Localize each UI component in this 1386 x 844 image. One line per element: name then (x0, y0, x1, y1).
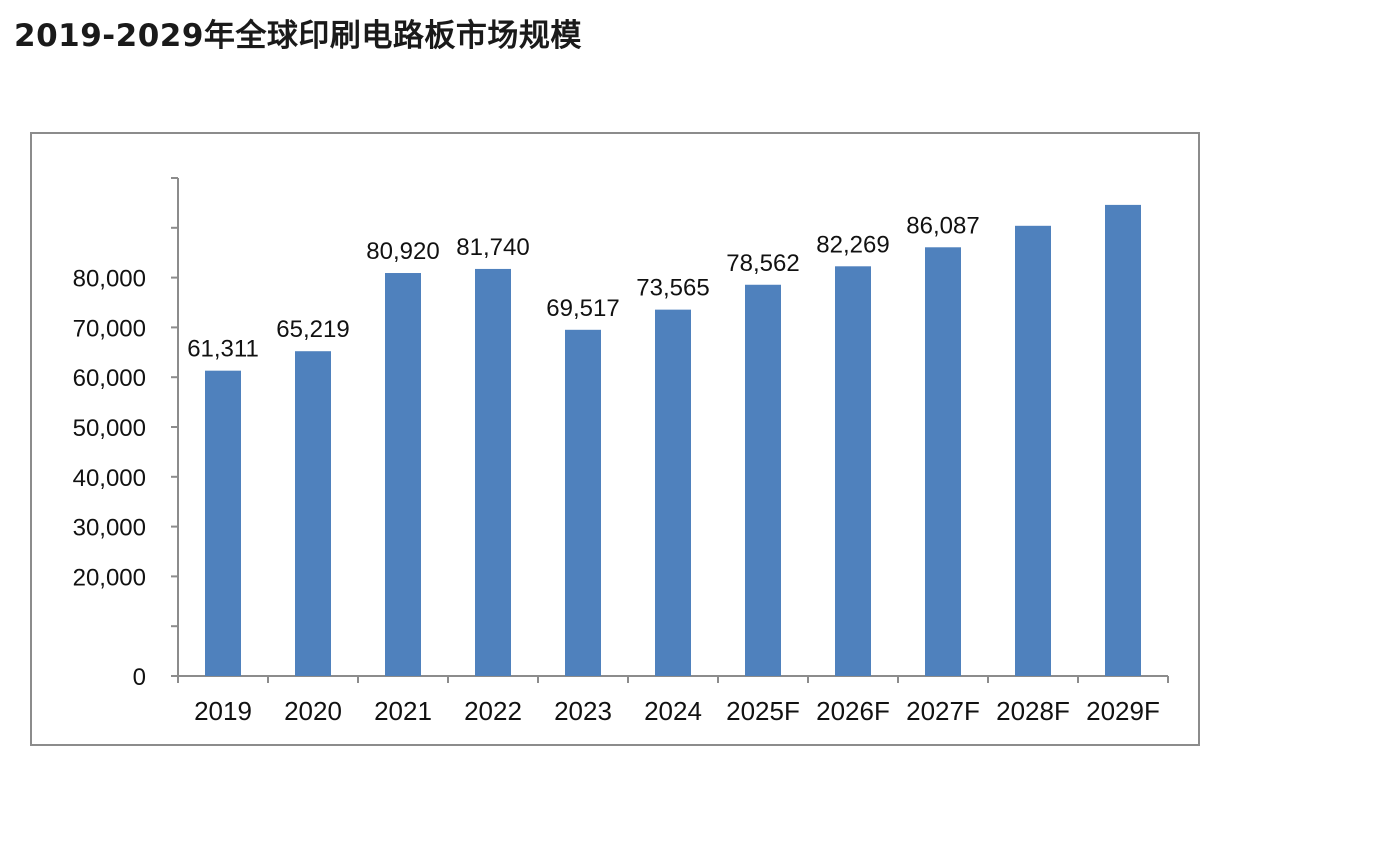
x-tick-label: 2019 (194, 696, 252, 726)
y-axis: 0 20,000 30,000 40,000 50,000 60,000 70,000 80,… (73, 177, 179, 691)
data-label: 80,920 (366, 238, 439, 265)
x-tick-label: 2029F (1086, 696, 1160, 726)
bar (1105, 204, 1141, 676)
page-title: 2019-2029年全球印刷电路板市场规模 (14, 18, 582, 54)
y-tick-label: 0 (133, 664, 146, 691)
data-label: 61,311 (187, 336, 259, 363)
x-tick-label: 2025F (726, 696, 800, 726)
data-label: 78,562 (726, 250, 799, 277)
x-tick-label: 2027F (906, 696, 980, 726)
x-tick-label: 2021 (374, 696, 432, 726)
y-tick-label: 70,000 (73, 315, 146, 342)
y-tick-label: 60,000 (73, 365, 146, 392)
bar (655, 309, 691, 676)
x-tick-label: 2026F (816, 696, 890, 726)
x-axis: 2019 2020 2021 2022 2023 2024 2025F 2026F 2027F 2… (177, 675, 1169, 726)
bar (295, 351, 331, 676)
x-tick-label: 2022 (464, 696, 522, 726)
y-tick-label: 50,000 (73, 415, 146, 442)
y-tick-label: 80,000 (73, 266, 146, 293)
x-tick-label: 2028F (996, 696, 1070, 726)
bars (205, 204, 1141, 677)
bar (1015, 225, 1051, 677)
bar (475, 268, 511, 676)
bar (925, 247, 961, 676)
y-tick-label: 20,000 (73, 564, 146, 591)
data-label: 81,740 (456, 234, 529, 261)
bar (745, 284, 781, 676)
x-tick-label: 2023 (554, 696, 612, 726)
data-label: 73,565 (636, 275, 709, 302)
data-label: 65,219 (276, 316, 349, 343)
bar (385, 273, 421, 676)
x-tick-label: 2020 (284, 696, 342, 726)
data-label: 82,269 (816, 231, 889, 258)
x-tick-label: 2024 (644, 696, 702, 726)
bar (835, 266, 871, 676)
data-label: 69,517 (546, 295, 619, 322)
bar (565, 329, 601, 676)
y-tick-label: 30,000 (73, 515, 146, 542)
y-tick-label: 40,000 (73, 465, 146, 492)
data-labels: 61,311 65,219 80,920 81,740 69,517 73,565 78,5… (187, 212, 980, 362)
bar (205, 370, 241, 676)
data-label: 86,087 (906, 212, 979, 239)
